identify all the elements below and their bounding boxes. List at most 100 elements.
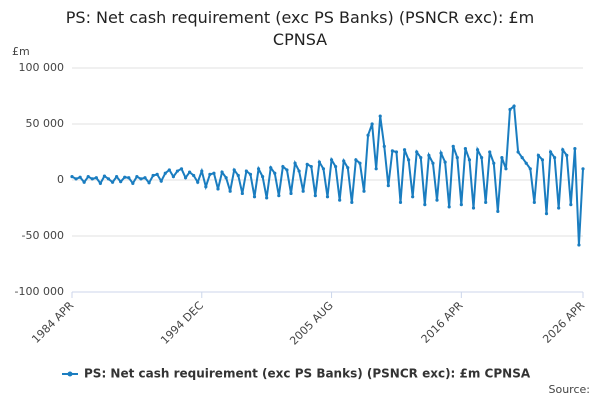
source-label: Source:	[549, 383, 591, 396]
point	[305, 162, 309, 166]
point	[354, 158, 358, 162]
point	[394, 150, 399, 154]
point	[366, 133, 370, 137]
y-unit-label: £m	[12, 45, 30, 58]
point	[110, 180, 115, 184]
point	[544, 212, 549, 216]
point	[74, 177, 78, 181]
point	[139, 177, 143, 181]
point	[293, 161, 297, 165]
point	[179, 167, 184, 171]
point	[431, 161, 435, 165]
point	[342, 159, 346, 163]
point	[577, 243, 581, 247]
point	[143, 176, 147, 180]
point	[480, 156, 484, 160]
point	[382, 144, 386, 148]
point	[281, 164, 285, 169]
point	[557, 206, 561, 210]
point	[325, 195, 330, 199]
point	[520, 156, 524, 160]
point	[447, 205, 451, 209]
x-tick-label: 2016 APR	[419, 299, 466, 346]
point	[573, 147, 577, 151]
point	[532, 200, 536, 204]
point	[119, 180, 123, 184]
point	[398, 200, 403, 204]
point	[386, 184, 390, 188]
point	[370, 122, 374, 126]
point	[528, 167, 532, 171]
point	[374, 167, 378, 171]
point	[240, 191, 244, 196]
point	[277, 194, 281, 198]
point	[338, 198, 342, 202]
point	[192, 173, 196, 178]
point	[244, 169, 248, 173]
point	[196, 180, 200, 184]
point	[488, 150, 492, 154]
point	[508, 107, 512, 112]
y-tick-label: -50 000	[22, 229, 64, 242]
point	[204, 185, 208, 189]
point	[301, 189, 305, 193]
point	[123, 175, 127, 179]
point	[183, 176, 188, 180]
point	[540, 158, 545, 162]
point	[346, 166, 350, 170]
legend-marker	[67, 371, 73, 377]
point	[212, 171, 216, 175]
point	[435, 198, 439, 202]
chart-title: PS: Net cash requirement (exc PS Banks) …	[66, 8, 534, 49]
point	[224, 176, 228, 180]
point	[265, 196, 269, 200]
series-line	[71, 104, 584, 246]
point	[459, 203, 463, 207]
point	[358, 161, 362, 165]
x-tick-label: 2026 APR	[540, 299, 587, 346]
point	[127, 176, 131, 180]
point	[516, 150, 520, 154]
point	[159, 179, 163, 183]
point	[163, 171, 167, 175]
point	[309, 164, 313, 169]
point	[147, 181, 151, 185]
point	[317, 160, 321, 164]
point	[415, 150, 419, 154]
point	[484, 200, 488, 204]
point	[115, 175, 119, 179]
point	[553, 156, 557, 160]
point	[175, 169, 180, 173]
point	[78, 175, 82, 179]
point	[492, 161, 496, 165]
point	[273, 171, 277, 175]
point	[512, 104, 516, 108]
point	[439, 151, 443, 155]
point	[82, 180, 86, 184]
point	[402, 148, 407, 152]
point	[334, 164, 338, 169]
point	[496, 209, 500, 213]
y-tick-label: 100 000	[19, 61, 65, 74]
point	[390, 149, 394, 153]
point	[208, 172, 212, 176]
point	[500, 156, 504, 160]
point	[90, 177, 94, 181]
point	[98, 181, 102, 185]
point	[407, 158, 411, 162]
point	[423, 203, 427, 207]
point	[419, 156, 423, 160]
point	[188, 170, 192, 174]
y-tick-label: 0	[57, 173, 64, 186]
point	[171, 175, 175, 179]
point	[524, 161, 528, 165]
point	[329, 158, 334, 162]
point	[427, 153, 431, 157]
point	[70, 175, 74, 179]
point	[443, 160, 447, 164]
x-tick-label: 2005 AUG	[287, 299, 336, 348]
point	[467, 158, 472, 162]
point	[455, 156, 459, 160]
point	[252, 195, 257, 199]
